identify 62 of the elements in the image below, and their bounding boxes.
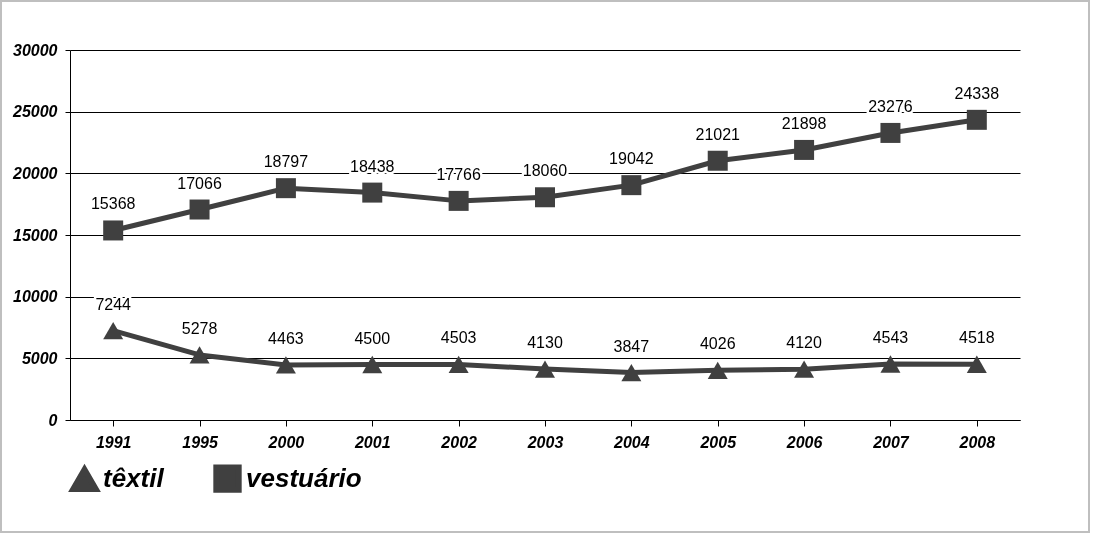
- x-tick-label: 2001: [353, 433, 391, 451]
- point: [362, 182, 383, 203]
- point: [535, 360, 555, 378]
- y-tick-label: 15000: [13, 226, 58, 244]
- x-tick-label: 1995: [182, 433, 219, 451]
- data-label: 18797: [263, 153, 309, 171]
- point: [621, 175, 642, 196]
- point: [707, 150, 728, 171]
- x-tick-label: 2005: [699, 433, 738, 451]
- point: [880, 355, 901, 373]
- legend-label: têxtil: [103, 463, 165, 494]
- x-tick-label: 2000: [267, 433, 305, 451]
- y-tick-label: 25000: [12, 103, 58, 121]
- y-tick-label: 10000: [13, 288, 58, 306]
- x-tick-label: 2008: [958, 433, 996, 451]
- y-tick-label: 5000: [21, 349, 58, 367]
- data-label: 23276: [868, 97, 913, 115]
- data-label: 4518: [959, 329, 995, 347]
- point: [794, 139, 815, 160]
- x-tick-label: 2007: [872, 433, 910, 451]
- x-tick-label: 1991: [95, 433, 132, 451]
- y-tick-label: 30000: [13, 41, 58, 59]
- point: [535, 187, 555, 208]
- point: [707, 361, 728, 380]
- data-label: 18438: [350, 157, 395, 175]
- data-label: 21898: [781, 114, 827, 132]
- data-label: 17066: [177, 174, 222, 192]
- data-label: 19042: [609, 150, 654, 168]
- point: [103, 220, 124, 241]
- point: [103, 322, 124, 340]
- data-label: 4543: [872, 328, 909, 346]
- point: [448, 355, 469, 374]
- point: [189, 199, 210, 220]
- point: [275, 178, 296, 199]
- data-label: 24338: [954, 84, 1000, 102]
- point: [966, 355, 987, 373]
- data-label: 4130: [527, 334, 563, 352]
- y-tick-label: 0: [48, 411, 58, 429]
- point: [189, 346, 210, 364]
- data-label: 4026: [699, 335, 736, 353]
- x-tick-label: 2002: [440, 433, 478, 451]
- y-tick-label: 20000: [12, 164, 58, 182]
- data-label: 21021: [695, 125, 741, 143]
- point: [448, 190, 469, 211]
- data-label: 3847: [613, 337, 650, 355]
- point: [794, 360, 815, 378]
- data-label: 7244: [95, 295, 132, 313]
- point: [621, 363, 642, 382]
- data-label: 4503: [440, 329, 477, 347]
- x-tick-label: 2003: [526, 433, 564, 451]
- x-tick-label: 2006: [785, 433, 823, 451]
- data-label: 4120: [786, 334, 822, 352]
- data-label: 4463: [268, 329, 304, 347]
- x-tick-label: 2004: [613, 433, 650, 451]
- legend-label: vestuário: [246, 462, 362, 493]
- point: [362, 355, 383, 374]
- point: [966, 109, 987, 130]
- data-label: 15368: [90, 195, 136, 213]
- point: [880, 122, 901, 143]
- point: [275, 356, 296, 374]
- data-label: 4500: [354, 329, 391, 347]
- data-label: 5278: [181, 319, 218, 337]
